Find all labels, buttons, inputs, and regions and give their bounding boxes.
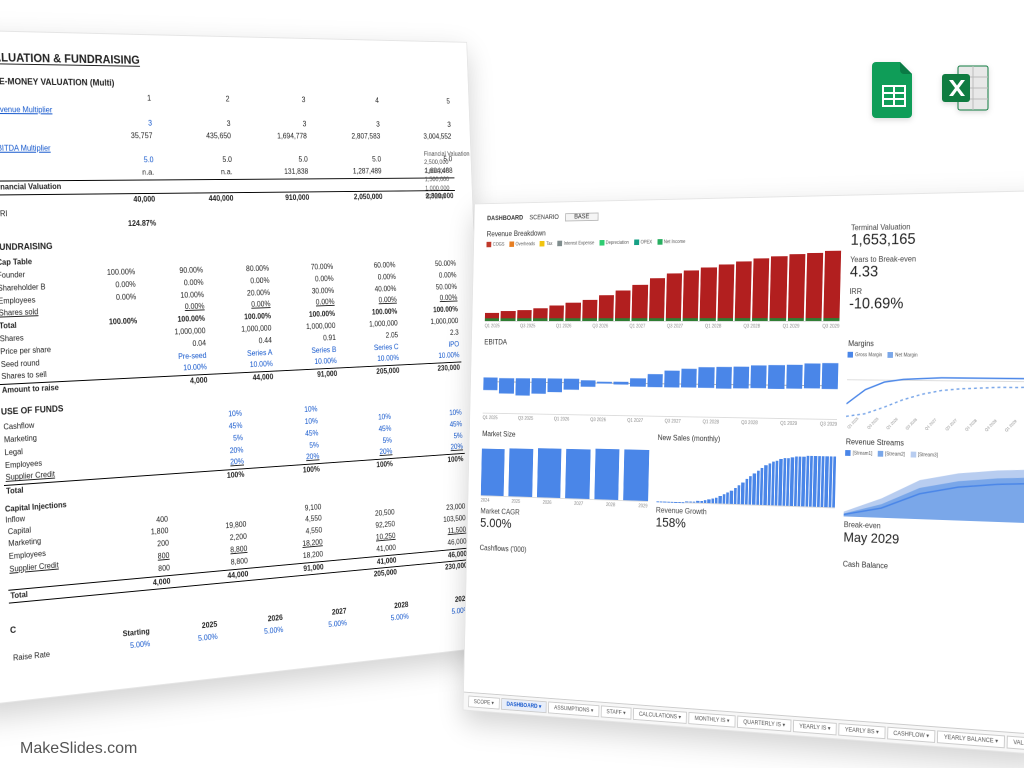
new-sales-chart <box>656 446 836 509</box>
excel-icon <box>940 62 992 114</box>
revenue-streams-title: Revenue Streams <box>846 438 1024 451</box>
scenario-label: SCENARIO <box>529 214 558 221</box>
finval-side-chart: Financial Valuation 2,500,0002,000,0001,… <box>424 150 541 201</box>
revenue-breakdown-title: Revenue Breakdown <box>487 224 842 239</box>
ebitda-chart <box>483 350 839 420</box>
ebitda-title: EBITDA <box>484 338 839 348</box>
valuation-spreadsheet: 123 456 VALUATION & FUNDRAISING PRE-MONE… <box>0 29 490 706</box>
cash-balance-label: Cash Balance <box>843 560 1024 577</box>
dashboard-spreadsheet: DASHBOARD SCENARIO BASE Revenue Breakdow… <box>463 190 1024 756</box>
revenue-multiplier-link[interactable]: Revenue Multiplier <box>0 104 73 117</box>
tab-valuation[interactable]: VALUATION ▾ <box>1006 736 1024 753</box>
brand-text: MakeSlides.com <box>20 740 137 758</box>
page-title: VALUATION & FUNDRAISING <box>0 49 450 73</box>
terminal-valuation-value: 1,653,165 <box>850 229 1024 250</box>
tab-cashflow[interactable]: CASHFLOW ▾ <box>887 727 936 743</box>
revenue-chart <box>485 244 842 322</box>
margins-chart <box>846 360 1024 421</box>
new-sales-title: New Sales (monthly) <box>658 434 837 447</box>
dashboard-label: DASHBOARD <box>487 215 523 222</box>
tab-yearly-is[interactable]: YEARLY IS ▾ <box>793 720 837 736</box>
tab-quarterly-is[interactable]: QUARTERLY IS ▾ <box>737 716 791 732</box>
sheet-tabs: SCOPE ▾DASHBOARD ▾ASSUMPTIONS ▾STAFF ▾CA… <box>463 692 1024 755</box>
tab-yearly-balance[interactable]: YEARLY BALANCE ▾ <box>937 730 1005 748</box>
google-sheets-icon <box>872 62 916 118</box>
market-size-chart <box>481 442 649 503</box>
market-size-title: Market Size <box>482 430 649 442</box>
margins-title: Margins <box>848 340 1024 350</box>
fundraising-table: Cap Table Founder100.00%90.00%80.00%70.0… <box>0 247 462 398</box>
scenario-selector[interactable]: BASE <box>565 213 598 222</box>
ebitda-multiplier-link[interactable]: EBITDA Multiplier <box>0 142 74 155</box>
tab-staff[interactable]: STAFF ▾ <box>601 705 632 719</box>
revenue-streams-chart <box>844 458 1024 523</box>
app-icons <box>872 62 992 118</box>
irr-value: -10.69% <box>849 295 1024 313</box>
section-premoney: PRE-MONEY VALUATION (Multi) <box>0 75 451 93</box>
tab-monthly-is[interactable]: MONTHLY IS ▾ <box>688 712 735 728</box>
tab-yearly-bs[interactable]: YEARLY BS ▾ <box>838 723 885 739</box>
breakeven-years-value: 4.33 <box>850 262 1024 281</box>
premoney-table: 12345 Revenue Multiplier 33333 35,757435… <box>0 91 456 233</box>
tab-calculations[interactable]: CALCULATIONS ▾ <box>633 708 687 724</box>
tab-assumptions[interactable]: ASSUMPTIONS ▾ <box>548 702 599 718</box>
margins-legend: Gross MarginNet Margin <box>848 352 1024 359</box>
tab-dashboard[interactable]: DASHBOARD ▾ <box>501 698 547 713</box>
tab-scope[interactable]: SCOPE ▾ <box>468 696 499 710</box>
